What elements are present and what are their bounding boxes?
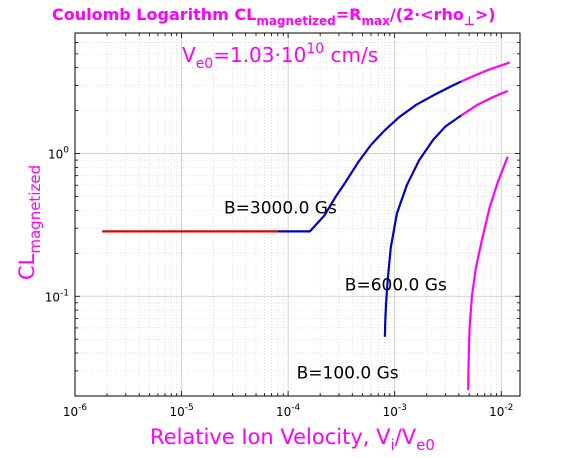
- series-line-segment: [460, 61, 511, 83]
- series-annotation: B=3000.0 Gs: [224, 199, 337, 219]
- x-tick-label: 10-5: [169, 403, 193, 419]
- grid: [74, 32, 520, 397]
- series-annotation: B=100.0 Gs: [297, 364, 399, 384]
- series-line-segment: [460, 89, 509, 117]
- series-curve: [383, 89, 509, 337]
- annotations: B=3000.0 Gs B=600.0 Gs B=100.0 Gs: [224, 199, 447, 384]
- x-tick-label: 10-2: [489, 403, 513, 419]
- series-line-segment: [277, 80, 462, 233]
- x-tick-label: 10-3: [383, 403, 407, 419]
- x-axis-label: Relative Ion Velocity, Vi/Ve0: [150, 425, 435, 454]
- tick-marks: [74, 32, 520, 397]
- series-line-segment: [467, 156, 509, 391]
- y-tick-label: 100: [48, 146, 69, 162]
- y-tick-labels: 10-1 100: [45, 146, 70, 305]
- y-tick-label: 10-1: [45, 288, 69, 304]
- series-curve: [102, 61, 511, 233]
- series-annotation: B=600.0 Gs: [345, 275, 447, 295]
- series-curve: [467, 156, 509, 391]
- chart-title: Coulomb Logarithm CLmagnetized=Rmax/(2·<…: [52, 5, 496, 28]
- series-layer: [102, 61, 511, 391]
- x-tick-labels: 10-6 10-5 10-4 10-3 10-2: [63, 403, 513, 419]
- y-axis-label: CLmagnetized: [15, 165, 44, 280]
- plot-area: [74, 32, 521, 397]
- chart-subtitle: Ve0=1.03·1010 cm/s: [182, 41, 378, 72]
- plot-frame: [74, 32, 521, 397]
- x-tick-label: 10-6: [63, 403, 88, 419]
- series-line-segment: [383, 114, 462, 337]
- x-tick-label: 10-4: [276, 403, 301, 419]
